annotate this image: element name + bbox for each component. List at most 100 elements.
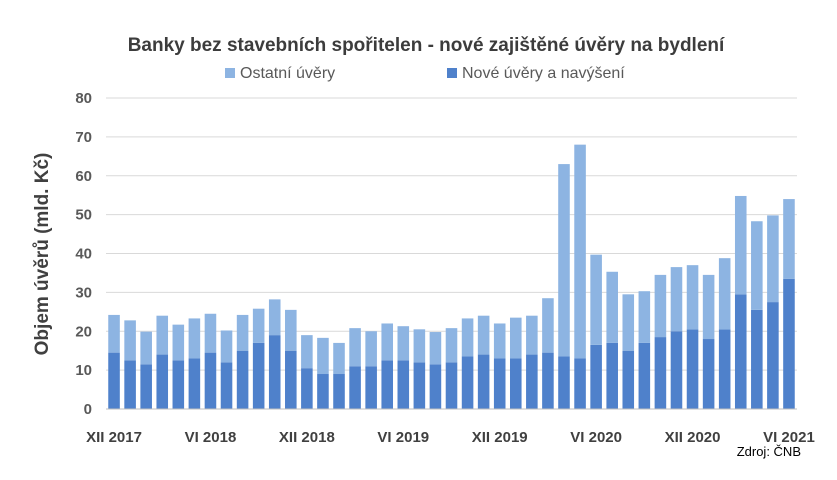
bar-nove-uvery: [124, 360, 136, 409]
bar-ostatni-uvery: [381, 323, 394, 361]
bar-ostatni-uvery: [220, 330, 233, 363]
y-tick-label: 40: [75, 246, 92, 263]
bar-nove-uvery: [156, 354, 169, 409]
bar-nove-uvery: [397, 360, 410, 409]
bar-ostatni-uvery: [172, 324, 185, 361]
legend-swatch-ostatni: [225, 68, 235, 78]
bar-nove-uvery: [445, 362, 458, 409]
bar-ostatni-uvery: [268, 299, 281, 336]
bar-ostatni-uvery: [301, 335, 313, 369]
y-tick-label: 20: [75, 323, 92, 340]
x-tick-label: VI 2021: [763, 429, 815, 446]
bar-ostatni-uvery: [734, 195, 747, 295]
bar-nove-uvery: [188, 358, 201, 409]
bar-ostatni-uvery: [751, 221, 763, 310]
x-tick-label: VI 2019: [377, 429, 429, 446]
bar-nove-uvery: [204, 352, 217, 409]
bar-nove-uvery: [638, 342, 651, 409]
bar-nove-uvery: [429, 364, 442, 409]
y-axis-label: Objem úvěrů (mld. Kč): [32, 153, 53, 356]
y-axis-ticks: 0 10 20 30 40 50 60 70 80: [75, 90, 92, 418]
y-tick-label: 0: [84, 401, 92, 418]
bar-ostatni-uvery: [702, 274, 715, 340]
bar-nove-uvery: [509, 358, 522, 409]
bar-nove-uvery: [172, 360, 185, 409]
bar-nove-uvery: [285, 350, 297, 409]
bar-ostatni-uvery: [606, 271, 618, 343]
bar-nove-uvery: [590, 344, 602, 409]
bar-nove-uvery: [654, 337, 667, 409]
y-tick-label: 10: [75, 362, 92, 379]
bar-nove-uvery: [252, 342, 265, 409]
bar-ostatni-uvery: [574, 144, 586, 359]
legend-label-ostatni: Ostatní úvěry: [240, 65, 335, 82]
bar-nove-uvery: [413, 362, 426, 409]
bar-ostatni-uvery: [317, 337, 329, 375]
bar-ostatni-uvery: [124, 320, 136, 361]
bar-nove-uvery: [526, 354, 538, 409]
bar-ostatni-uvery: [461, 318, 474, 357]
x-tick-label: XII 2020: [665, 429, 721, 446]
y-tick-label: 30: [75, 284, 92, 301]
x-tick-label: XII 2017: [86, 429, 142, 446]
bar-ostatni-uvery: [333, 342, 345, 375]
bar-nove-uvery: [751, 309, 763, 409]
bar-nove-uvery: [140, 364, 152, 409]
bar-ostatni-uvery: [783, 199, 795, 279]
bar-nove-uvery: [333, 374, 345, 409]
bar-ostatni-uvery: [638, 291, 651, 343]
y-tick-label: 60: [75, 168, 92, 185]
bar-ostatni-uvery: [156, 315, 169, 355]
source-note: Zdroj: ČNB: [737, 444, 801, 459]
legend-label-nove: Nové úvěry a navýšení: [462, 65, 625, 82]
bars: [108, 144, 795, 409]
legend: Ostatní úvěry Nové úvěry a navýšení: [225, 65, 625, 82]
bar-ostatni-uvery: [108, 314, 120, 353]
bar-nove-uvery: [574, 358, 586, 409]
x-axis-ticks: XII 2017 VI 2018 XII 2018 VI 2019 XII 2019 VI…: [86, 429, 815, 446]
bar-ostatni-uvery: [509, 317, 522, 359]
bar-ostatni-uvery: [204, 313, 217, 353]
bar-nove-uvery: [670, 331, 683, 409]
bar-nove-uvery: [702, 339, 715, 409]
bar-nove-uvery: [349, 366, 361, 409]
bar-ostatni-uvery: [558, 164, 570, 357]
bar-nove-uvery: [381, 360, 394, 409]
bar-ostatni-uvery: [526, 315, 538, 355]
bar-ostatni-uvery: [445, 328, 458, 363]
bar-nove-uvery: [686, 329, 699, 409]
y-tick-label: 50: [75, 207, 92, 224]
bar-ostatni-uvery: [590, 254, 602, 345]
x-tick-label: VI 2020: [570, 429, 622, 446]
bar-nove-uvery: [236, 350, 249, 409]
bar-ostatni-uvery: [285, 309, 297, 351]
bar-ostatni-uvery: [670, 267, 683, 332]
bar-nove-uvery: [268, 335, 281, 409]
bar-ostatni-uvery: [654, 274, 667, 338]
bar-ostatni-uvery: [188, 318, 201, 359]
bar-nove-uvery: [493, 358, 506, 409]
bar-ostatni-uvery: [236, 314, 249, 351]
bar-ostatni-uvery: [542, 298, 554, 353]
bar-ostatni-uvery: [718, 258, 731, 330]
bar-ostatni-uvery: [622, 294, 635, 351]
bar-nove-uvery: [477, 354, 490, 409]
bar-nove-uvery: [718, 329, 731, 409]
bar-nove-uvery: [461, 356, 474, 409]
bar-ostatni-uvery: [413, 329, 426, 363]
bar-ostatni-uvery: [477, 315, 490, 355]
bar-nove-uvery: [542, 352, 554, 409]
bar-ostatni-uvery: [349, 328, 361, 367]
legend-swatch-nove: [447, 68, 457, 78]
bar-ostatni-uvery: [767, 215, 779, 303]
bar-ostatni-uvery: [397, 326, 410, 361]
x-tick-label: XII 2019: [472, 429, 528, 446]
x-tick-label: VI 2018: [185, 429, 237, 446]
x-tick-label: XII 2018: [279, 429, 335, 446]
bar-nove-uvery: [365, 366, 377, 409]
chart-title: Banky bez stavebních spořitelen - nové z…: [128, 35, 725, 56]
bar-nove-uvery: [317, 374, 329, 409]
y-tick-label: 70: [75, 129, 92, 146]
bar-nove-uvery: [767, 302, 779, 409]
